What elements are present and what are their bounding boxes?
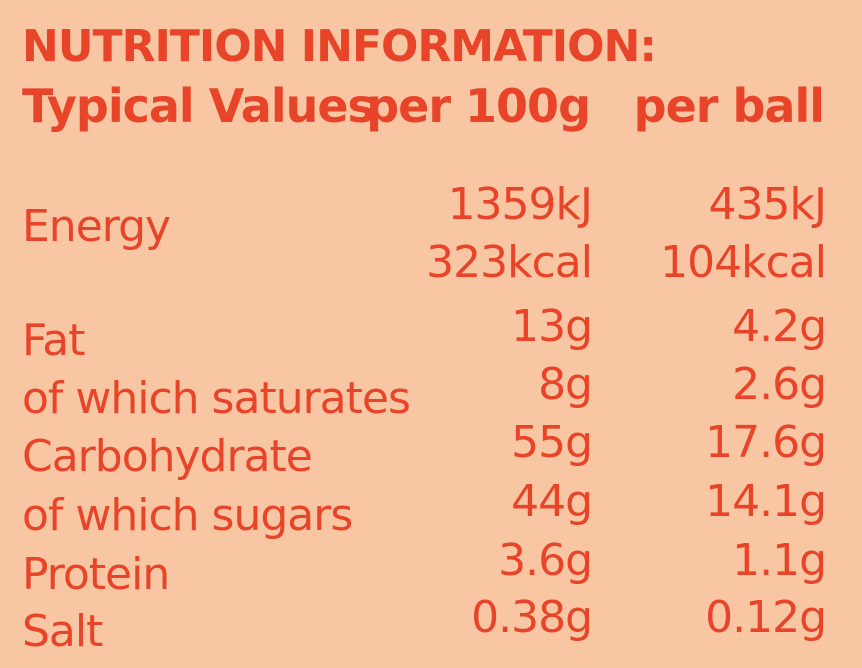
row-sugars-ball: 14.1g — [705, 476, 827, 527]
row-label-salt: Salt — [22, 606, 103, 657]
row-fat-100g: 13g — [511, 301, 593, 352]
row-label-fat: Fat — [22, 315, 85, 366]
row-label-saturates: of which saturates — [22, 373, 411, 424]
row-salt-100g: 0.38g — [471, 592, 593, 643]
header-typical-values: Typical Values — [22, 79, 375, 133]
energy-label: Energy — [22, 201, 171, 252]
row-label-carbohydrate: Carbohydrate — [22, 431, 313, 482]
header-per-ball: per ball — [633, 79, 825, 133]
row-saturates-ball: 2.6g — [732, 359, 827, 410]
row-fat-ball: 4.2g — [732, 301, 827, 352]
energy-kj-100g: 1359kJ — [447, 179, 593, 230]
row-carbohydrate-ball: 17.6g — [705, 417, 827, 468]
panel-title: NUTRITION INFORMATION: — [22, 21, 657, 72]
row-protein-100g: 3.6g — [498, 535, 593, 586]
row-salt-ball: 0.12g — [705, 592, 827, 643]
energy-kj-ball: 435kJ — [708, 179, 827, 230]
row-label-protein: Protein — [22, 549, 170, 600]
energy-kcal-ball: 104kcal — [660, 237, 827, 288]
row-carbohydrate-100g: 55g — [511, 417, 593, 468]
row-label-sugars: of which sugars — [22, 490, 353, 541]
row-protein-ball: 1.1g — [732, 535, 827, 586]
row-saturates-100g: 8g — [538, 359, 593, 410]
energy-kcal-100g: 323kcal — [426, 237, 593, 288]
row-sugars-100g: 44g — [511, 476, 593, 527]
header-per-100g: per 100g — [366, 79, 591, 133]
